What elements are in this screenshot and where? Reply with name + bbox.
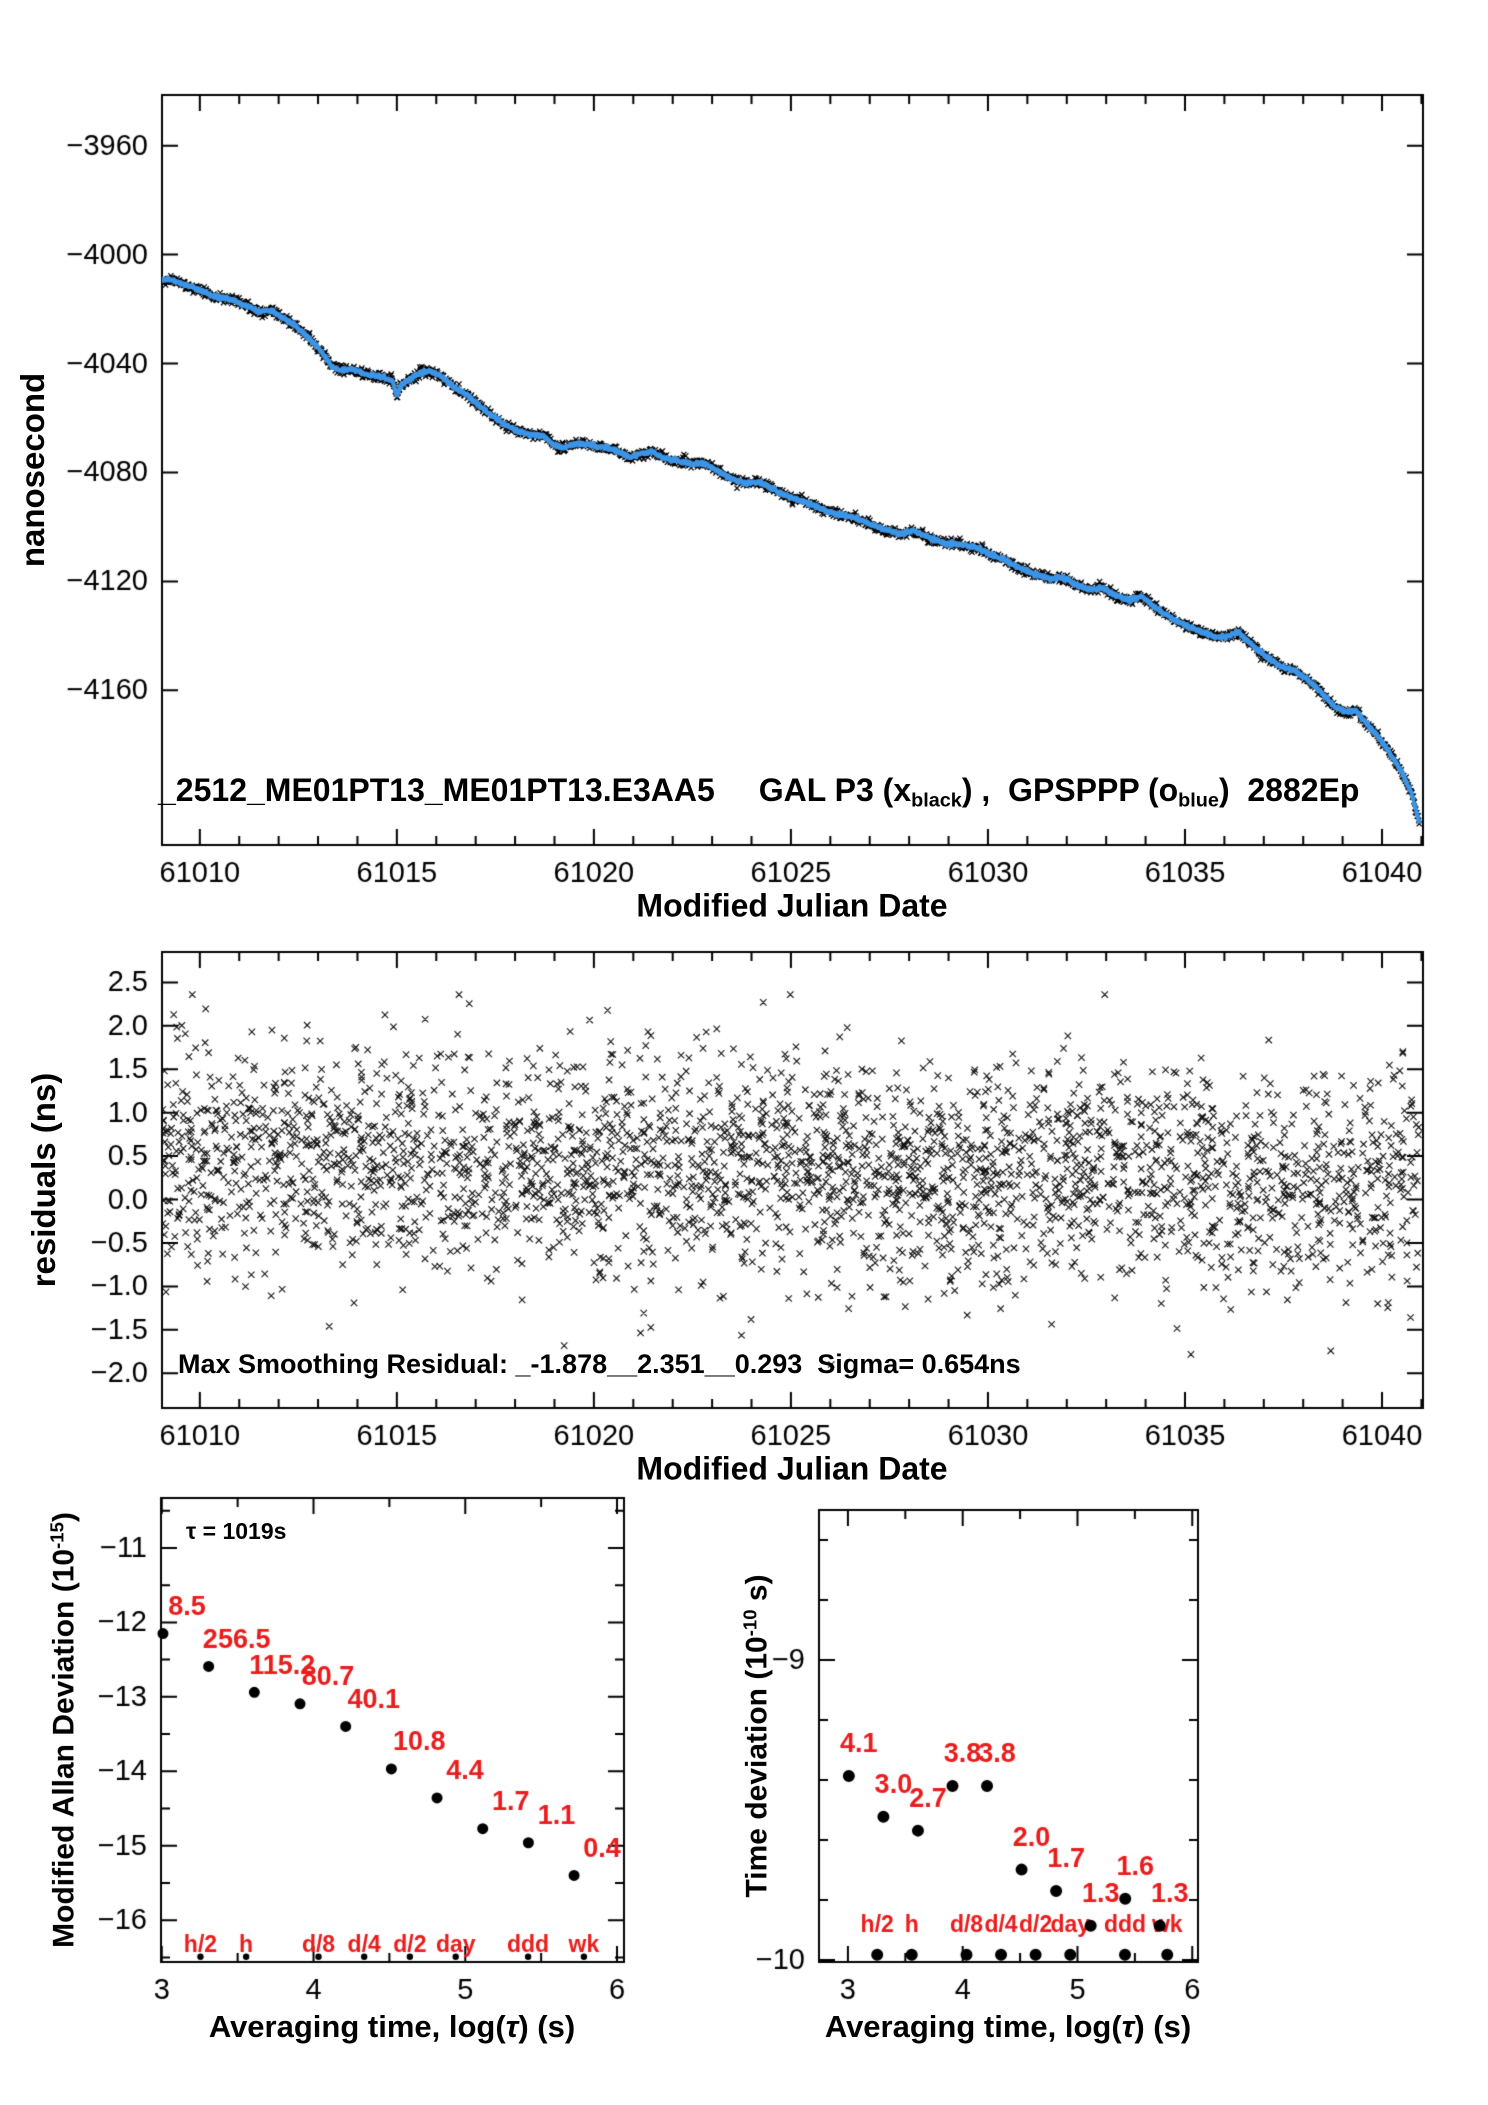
annotation-black-subscript: black (911, 789, 962, 812)
panel4-x-title-close: ) (s) (1134, 2009, 1192, 2044)
panel2-y-axis-title: residuals (ns) (25, 1072, 62, 1288)
panel3-x-title-tau: τ (505, 2009, 519, 2044)
panel3-x-axis-title: Averaging time, log(τ) (s) (209, 2009, 575, 2045)
panel2-x-axis-title: Modified Julian Date (636, 1450, 948, 1487)
panel1-y-axis-title: nanosecond (14, 372, 51, 568)
panel4-y-title-main: Time deviation (10 (740, 1636, 774, 1898)
panel4-y-axis-title: Time deviation (10-10 s) (739, 1574, 774, 1897)
panel3-tau-annotation: τ = 1019s (186, 1518, 287, 1544)
panel3-x-title-close: ) (s) (518, 2009, 576, 2044)
annotation-epochs: ) 2882Ep (1218, 772, 1360, 808)
panel3-x-title-main: Averaging time, log( (208, 2009, 506, 2044)
panel4-x-axis-title: Averaging time, log(τ) (s) (825, 2009, 1191, 2045)
panel1-x-axis-title: Modified Julian Date (636, 887, 948, 924)
annotation-gps-series: ) , GPSPPP (o (961, 772, 1179, 808)
panel4-x-title-tau: τ (1121, 2009, 1135, 2044)
annotation-blue-subscript: blue (1178, 789, 1219, 812)
panel4-y-title-exponent: -10 (739, 1609, 761, 1637)
panel4-y-title-close: s) (740, 1574, 774, 1610)
panel3-y-title-main: Modified Allan Deviation (10 (47, 1548, 81, 1948)
annotation-gal-series: GAL P3 (x (758, 772, 912, 808)
panel2-stats-text: Max Smoothing Residual: _-1.878__2.351__… (178, 1349, 1021, 1379)
panel1-annotation: _2512_ME01PT13_ME01PT13.E3AA5 GAL P3 (xbl… (158, 772, 1359, 813)
panel3-y-title-exponent: -15 (46, 1522, 68, 1549)
panel3-y-title-close: ) (47, 1512, 81, 1523)
annotation-file-id: _2512_ME01PT13_ME01PT13.E3AA5 (158, 772, 715, 808)
panel4-x-title-main: Averaging time, log( (824, 2009, 1122, 2044)
panel3-y-axis-title: Modified Allan Deviation (10-15) (46, 1512, 81, 1948)
